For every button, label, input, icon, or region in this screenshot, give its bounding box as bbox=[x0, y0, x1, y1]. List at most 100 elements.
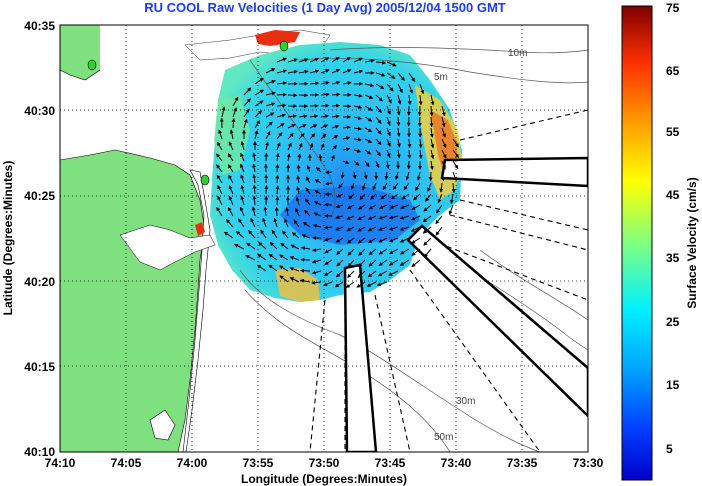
velocity-vector bbox=[375, 149, 381, 157]
inlet bbox=[119, 224, 216, 271]
velocity-vector bbox=[227, 206, 234, 217]
colorbar-tick: 25 bbox=[666, 315, 680, 329]
velocity-vector bbox=[305, 176, 311, 184]
velocity-vectors bbox=[216, 56, 460, 288]
velocity-vector bbox=[225, 218, 234, 228]
velocity-vector bbox=[231, 117, 236, 129]
velocity-vector bbox=[268, 253, 278, 261]
grid bbox=[60, 25, 588, 452]
velocity-vector bbox=[309, 124, 318, 129]
velocity-vector bbox=[289, 256, 300, 261]
colorbar-tick: 35 bbox=[666, 251, 680, 265]
velocity-vector bbox=[353, 116, 363, 120]
velocity-vector bbox=[296, 164, 301, 173]
velocity-vector bbox=[430, 138, 435, 149]
velocity-vector bbox=[335, 215, 344, 220]
velocity-vector bbox=[254, 129, 259, 140]
velocity-vector bbox=[429, 105, 434, 117]
velocity-vector bbox=[416, 171, 421, 181]
velocity-vector bbox=[347, 270, 355, 278]
velocity-vector bbox=[331, 154, 335, 162]
x-tick: 73:40 bbox=[441, 456, 472, 470]
velocity-vector bbox=[217, 184, 223, 195]
velocity-vector bbox=[275, 195, 280, 206]
x-tick: 73:30 bbox=[573, 456, 604, 470]
velocity-vector bbox=[386, 127, 391, 137]
y-axis-label: Latitude (Degrees:Minutes) bbox=[1, 161, 15, 316]
x-tick: 73:50 bbox=[309, 456, 340, 470]
velocity-vector bbox=[227, 164, 234, 173]
velocity-vector bbox=[380, 193, 388, 200]
velocity-vector bbox=[279, 265, 289, 272]
velocity-vector bbox=[331, 124, 340, 129]
velocity-vector bbox=[229, 129, 234, 140]
colorbar-label: Surface Velocity (cm/s) bbox=[685, 177, 699, 308]
velocity-vector bbox=[309, 114, 319, 119]
velocity-vector bbox=[313, 212, 322, 217]
velocity-vector bbox=[309, 69, 320, 74]
colorbar-ticks: 75 65 55 45 35 25 15 5 bbox=[666, 1, 680, 456]
velocity-vector bbox=[368, 237, 377, 244]
velocity-vector bbox=[331, 56, 340, 63]
velocity-vector bbox=[364, 149, 372, 155]
coastal-hotspot bbox=[195, 222, 205, 236]
velocity-vector bbox=[364, 83, 375, 88]
velocity-vector bbox=[298, 142, 303, 151]
velocity-vector bbox=[384, 171, 389, 181]
velocity-vector bbox=[407, 149, 412, 159]
velocity-vector bbox=[280, 242, 289, 250]
velocity-vector bbox=[268, 264, 278, 272]
velocity-vector bbox=[399, 226, 410, 231]
plot-frame bbox=[59, 24, 589, 453]
velocity-vector bbox=[276, 132, 283, 140]
velocity-vector bbox=[388, 226, 399, 231]
velocity-vector bbox=[252, 173, 257, 184]
y-tick: 40:15 bbox=[24, 360, 55, 374]
velocity-vector bbox=[364, 127, 373, 133]
velocity-vector bbox=[320, 103, 330, 108]
velocity-vector bbox=[389, 248, 399, 255]
velocity-vector bbox=[295, 207, 300, 217]
velocity-vector bbox=[399, 237, 410, 243]
velocity-vector bbox=[412, 193, 421, 201]
velocity-vector bbox=[418, 149, 423, 160]
velocity-vector bbox=[353, 57, 363, 63]
velocity-vector bbox=[386, 72, 396, 79]
velocity-vector bbox=[232, 96, 239, 107]
velocity-vector bbox=[309, 133, 316, 140]
colorbar-tick: 55 bbox=[666, 125, 680, 139]
velocity-vector bbox=[375, 116, 382, 125]
velocity-vector bbox=[320, 133, 327, 140]
y-tick: 40:10 bbox=[24, 445, 55, 459]
velocity-vector bbox=[423, 204, 432, 212]
velocity-vector bbox=[313, 201, 322, 206]
velocity-vector bbox=[271, 229, 278, 239]
velocity-vector bbox=[359, 193, 366, 201]
velocity-vector bbox=[386, 83, 394, 92]
velocity-vector bbox=[221, 106, 226, 118]
velocity-vector bbox=[331, 134, 339, 140]
velocity-vector bbox=[334, 281, 344, 288]
velocity-vector bbox=[265, 131, 271, 140]
velocity-vector bbox=[382, 182, 388, 191]
velocity-vector bbox=[423, 237, 432, 246]
velocity-vector bbox=[378, 237, 388, 243]
velocity-vector bbox=[254, 89, 264, 96]
velocity-vector bbox=[378, 226, 388, 231]
velocity-vector bbox=[260, 229, 267, 239]
velocity-vector bbox=[375, 83, 385, 90]
velocity-vector bbox=[300, 246, 311, 251]
velocity-vector bbox=[346, 215, 355, 220]
velocity-vector bbox=[407, 94, 412, 106]
velocity-vector bbox=[276, 123, 285, 129]
velocity-vector bbox=[411, 237, 421, 244]
velocity-vector bbox=[262, 217, 267, 228]
velocity-vector bbox=[336, 193, 344, 198]
x-tick: 74:05 bbox=[111, 456, 142, 470]
velocity-vector bbox=[216, 153, 223, 162]
velocity-vector bbox=[448, 204, 454, 215]
velocity-vector bbox=[394, 171, 399, 181]
velocity-vector bbox=[282, 230, 289, 239]
velocity-vector bbox=[291, 231, 300, 239]
velocity-vector bbox=[296, 175, 301, 184]
